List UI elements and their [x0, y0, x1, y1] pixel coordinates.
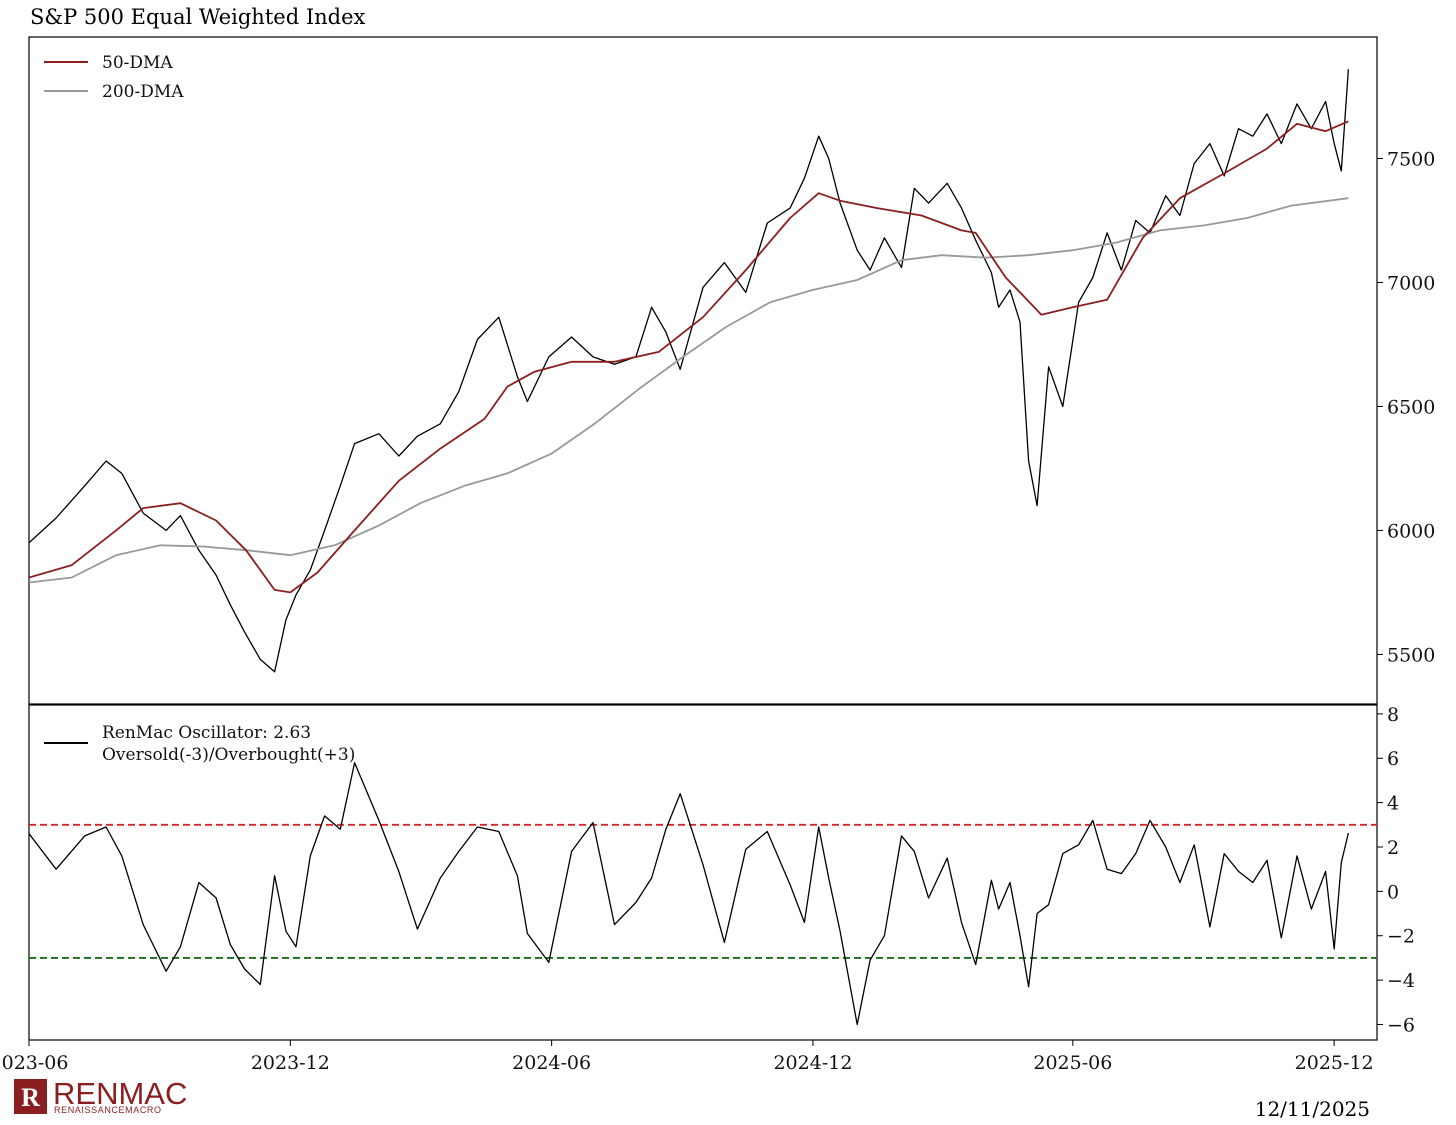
- x-tick-label: 2025-12: [1295, 1052, 1374, 1074]
- price-series-layer: [29, 69, 1350, 673]
- oscillator-y-axis: 8 6 4 2 0 −2 −4 −6: [1377, 704, 1415, 1036]
- x-tick-label: 2023-06: [0, 1052, 68, 1074]
- oscillator-legend: RenMac Oscillator: 2.63 Oversold(-3)/Ove…: [44, 723, 355, 765]
- oscillator-panel: 8 6 4 2 0 −2 −4 −6 RenMac Oscillator: 2.63 Over…: [28, 704, 1415, 1041]
- dma50-line: [29, 120, 1349, 594]
- price-y-axis: 7500 7000 6500 6000 5500: [1377, 148, 1435, 666]
- as-of-date: 12/11/2025: [1255, 1097, 1370, 1121]
- x-tick-label: 2023-12: [251, 1052, 330, 1074]
- price-y-tick: 6000: [1387, 520, 1435, 542]
- logo-mark-letter: R: [21, 1083, 40, 1112]
- legend-oscillator: RenMac Oscillator: 2.63: [102, 723, 311, 743]
- oscillator-y-tick: 4: [1387, 793, 1399, 815]
- logo-tagline: RENAISSANCEMACRO: [54, 1105, 162, 1115]
- oscillator-y-tick: −4: [1387, 970, 1415, 992]
- chart-title: S&P 500 Equal Weighted Index: [30, 5, 366, 29]
- renmac-logo: R RENMAC RENAISSANCEMACRO: [14, 1076, 187, 1115]
- logo-mark: [14, 1079, 47, 1114]
- x-axis: 2023-06 2023-12 2024-06 2024-12 2025-06 2025-…: [0, 1040, 1374, 1074]
- oscillator-panel-frame: [28, 704, 1378, 1041]
- index-price-line: [29, 69, 1350, 673]
- oscillator-y-tick: 0: [1387, 881, 1399, 903]
- price-y-tick: 7500: [1387, 148, 1435, 170]
- oscillator-line: [29, 762, 1350, 1026]
- oscillator-series-layer: [29, 762, 1350, 1026]
- x-tick-label: 2024-12: [773, 1052, 852, 1074]
- price-y-tick: 5500: [1387, 644, 1435, 666]
- price-legend: 50-DMA 200-DMA: [44, 53, 184, 102]
- price-y-tick: 6500: [1387, 396, 1435, 418]
- oscillator-y-tick: 8: [1387, 704, 1399, 726]
- oscillator-y-tick: 2: [1387, 837, 1399, 859]
- legend-200dma: 200-DMA: [102, 82, 184, 102]
- x-tick-label: 2024-06: [512, 1052, 591, 1074]
- price-panel: 7500 7000 6500 6000 5500 50-DMA 200-DMA: [28, 36, 1435, 705]
- logo-wordmark: RENMAC: [53, 1076, 187, 1111]
- price-panel-frame: [28, 36, 1378, 705]
- oscillator-y-tick: 6: [1387, 748, 1399, 770]
- legend-50dma: 50-DMA: [102, 53, 173, 73]
- oscillator-reference-lines: [29, 823, 1377, 959]
- oscillator-y-tick: −6: [1387, 1014, 1415, 1036]
- dma200-line: [29, 197, 1349, 584]
- price-y-tick: 7000: [1387, 272, 1435, 294]
- x-tick-label: 2025-06: [1033, 1052, 1112, 1074]
- legend-oversold-overbought: Oversold(-3)/Overbought(+3): [102, 745, 355, 765]
- oscillator-y-tick: −2: [1387, 926, 1415, 948]
